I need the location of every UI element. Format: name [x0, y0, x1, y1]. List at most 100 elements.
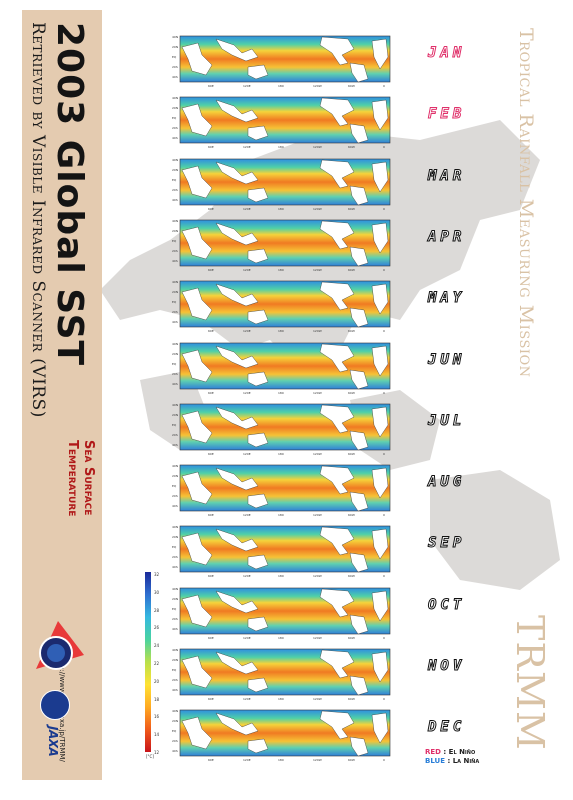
- month-label-feb: FEB: [427, 106, 466, 123]
- map-lon-tick: 0: [383, 390, 385, 395]
- map-lon-tick: 0: [383, 697, 385, 701]
- map-lat-tick: 20N: [172, 658, 179, 662]
- map-lat-tick: 20S: [172, 616, 178, 621]
- map-lat-tick: 40S: [172, 258, 178, 263]
- map-lat-tick: 20N: [172, 474, 179, 479]
- map-lat-tick: 40N: [172, 586, 179, 591]
- map-lon-tick: 0: [383, 206, 385, 211]
- colorbar-tick: 18: [154, 696, 160, 702]
- mission-acronym: TRMM: [508, 615, 552, 751]
- map-lat-tick: 20N: [172, 535, 179, 540]
- map-lat-tick: EQ: [172, 729, 177, 734]
- map-lat-tick: 40S: [172, 504, 178, 509]
- map-lat-tick: 40S: [172, 75, 178, 79]
- map-lon-tick: 60E: [208, 697, 214, 701]
- map-lon-tick: 120W: [313, 758, 322, 763]
- map-lat-tick: 20S: [172, 371, 178, 376]
- colorbar-tick: 24: [154, 643, 160, 649]
- jaxa-logo: JAXA: [46, 726, 60, 757]
- map-lat-tick: 20N: [172, 351, 179, 356]
- map-lat-tick: 20S: [172, 555, 178, 560]
- map-lon-tick: 60W: [348, 574, 355, 579]
- month-label-sep: SEP: [427, 535, 466, 552]
- month-label-jan: JAN: [427, 45, 466, 62]
- map-lat-tick: EQ: [172, 116, 177, 121]
- map-lon-tick: 60E: [208, 84, 214, 88]
- map-lon-tick: 120W: [313, 513, 322, 518]
- map-lon-tick: 60W: [348, 206, 355, 211]
- month-label-aug: AUG: [427, 474, 466, 491]
- poster-title: 2003 Global SST: [49, 22, 90, 367]
- colorbar-tick: 32: [154, 572, 160, 577]
- map-lon-tick: 120E: [243, 758, 251, 763]
- map-lon-tick: 60W: [348, 84, 355, 88]
- map-lon-tick: 0: [383, 329, 385, 334]
- map-lon-tick: 120E: [243, 206, 251, 211]
- colorbar-tick: 26: [154, 625, 160, 631]
- map-lon-tick: 60W: [348, 329, 355, 334]
- map-lon-tick: 120E: [243, 84, 251, 88]
- legend-red-value: : El Niño: [443, 748, 476, 756]
- map-lat-tick: 20N: [172, 290, 179, 295]
- month-label-mar: MAR: [427, 167, 466, 184]
- colorbar-tick: 28: [154, 607, 160, 613]
- map-lon-tick: 60W: [348, 390, 355, 395]
- map-lon-tick: 180: [278, 145, 284, 150]
- legend-el-nino: RED : El Niño: [425, 748, 475, 756]
- map-lon-tick: 60W: [348, 758, 355, 763]
- map-lat-tick: 40N: [172, 280, 179, 285]
- map-lon-tick: 60E: [208, 145, 214, 150]
- sst-map-oct: 40N 20N EQ 20S 40S 60E 120E 180 120W 60W 0: [172, 587, 394, 643]
- map-lon-tick: 120W: [313, 329, 322, 334]
- month-label-jul: JUL: [427, 412, 466, 429]
- map-lon-tick: 180: [278, 267, 284, 272]
- map-lon-tick: 60W: [348, 267, 355, 272]
- map-lon-tick: 120W: [313, 635, 322, 640]
- sst-map-apr: 40N 20N EQ 20S 40S 60E 120E 180 120W 60W 0: [172, 219, 394, 275]
- map-lon-tick: 0: [383, 267, 385, 272]
- map-lat-tick: 40N: [172, 218, 179, 223]
- sst-map-sep: 40N 20N EQ 20S 40S 60E 120E 180 120W 60W 0: [172, 525, 394, 581]
- map-lat-tick: EQ: [172, 668, 177, 672]
- map-lon-tick: 180: [278, 574, 284, 579]
- map-lat-tick: 20N: [172, 167, 179, 172]
- map-lat-tick: 40S: [172, 442, 178, 447]
- sst-map-feb: 40N 20N EQ 20S 40S 60E 120E 180 120W 60W 0: [172, 96, 394, 152]
- map-lat-tick: EQ: [172, 300, 177, 305]
- month-label-jun: JUN: [427, 351, 466, 368]
- map-lat-tick: 20S: [172, 248, 178, 253]
- legend-blue-key: BLUE: [425, 757, 446, 765]
- sst-map-aug: 40N 20N EQ 20S 40S 60E 120E 180 120W 60W 0: [172, 464, 394, 520]
- map-lat-tick: 20N: [172, 412, 179, 417]
- map-lon-tick: 180: [278, 390, 284, 395]
- map-lat-tick: 20N: [172, 228, 179, 233]
- sst-map-jul: 40N 20N EQ 20S 40S 60E 120E 180 120W 60W 0: [172, 403, 394, 459]
- sst-map-dec: 40N 20N EQ 20S 40S 60E 120E 180 120W 60W 0: [172, 709, 394, 765]
- map-lat-tick: 40N: [172, 96, 179, 101]
- legend-la-nina: BLUE : La Niña: [425, 757, 479, 765]
- map-lat-tick: EQ: [172, 545, 177, 550]
- map-lat-tick: EQ: [172, 484, 177, 489]
- map-lon-tick: 60E: [208, 329, 214, 334]
- poster-subtitle: Retrieved by Visible Infrared Scanner (V…: [28, 22, 48, 418]
- legend-blue-value: : La Niña: [447, 757, 480, 765]
- map-lon-tick: 180: [278, 697, 284, 701]
- map-lat-tick: 20N: [172, 719, 179, 724]
- colorbar-tick: 20: [154, 678, 160, 684]
- map-lat-tick: 40N: [172, 709, 179, 714]
- map-lon-tick: 0: [383, 513, 385, 518]
- map-lat-tick: 40S: [172, 320, 178, 325]
- map-lat-tick: EQ: [172, 606, 177, 611]
- map-lon-tick: 0: [383, 84, 385, 88]
- sst-label-line1: Sea Surface: [81, 440, 96, 516]
- map-lat-tick: EQ: [172, 238, 177, 243]
- map-lon-tick: 120E: [243, 267, 251, 272]
- map-lon-tick: 180: [278, 329, 284, 334]
- map-lon-tick: 60E: [208, 390, 214, 395]
- map-lat-tick: 40S: [172, 136, 178, 141]
- map-lon-tick: 0: [383, 635, 385, 640]
- sst-label-line2: Temperature: [65, 440, 80, 517]
- map-lon-tick: 60W: [348, 513, 355, 518]
- sst-map-nov: 40N 20N EQ 20S 40S 60E 120E 180 120W 60W 0: [172, 648, 394, 704]
- sst-map-jun: 40N 20N EQ 20S 40S 60E 120E 180 120W 60W 0: [172, 342, 394, 398]
